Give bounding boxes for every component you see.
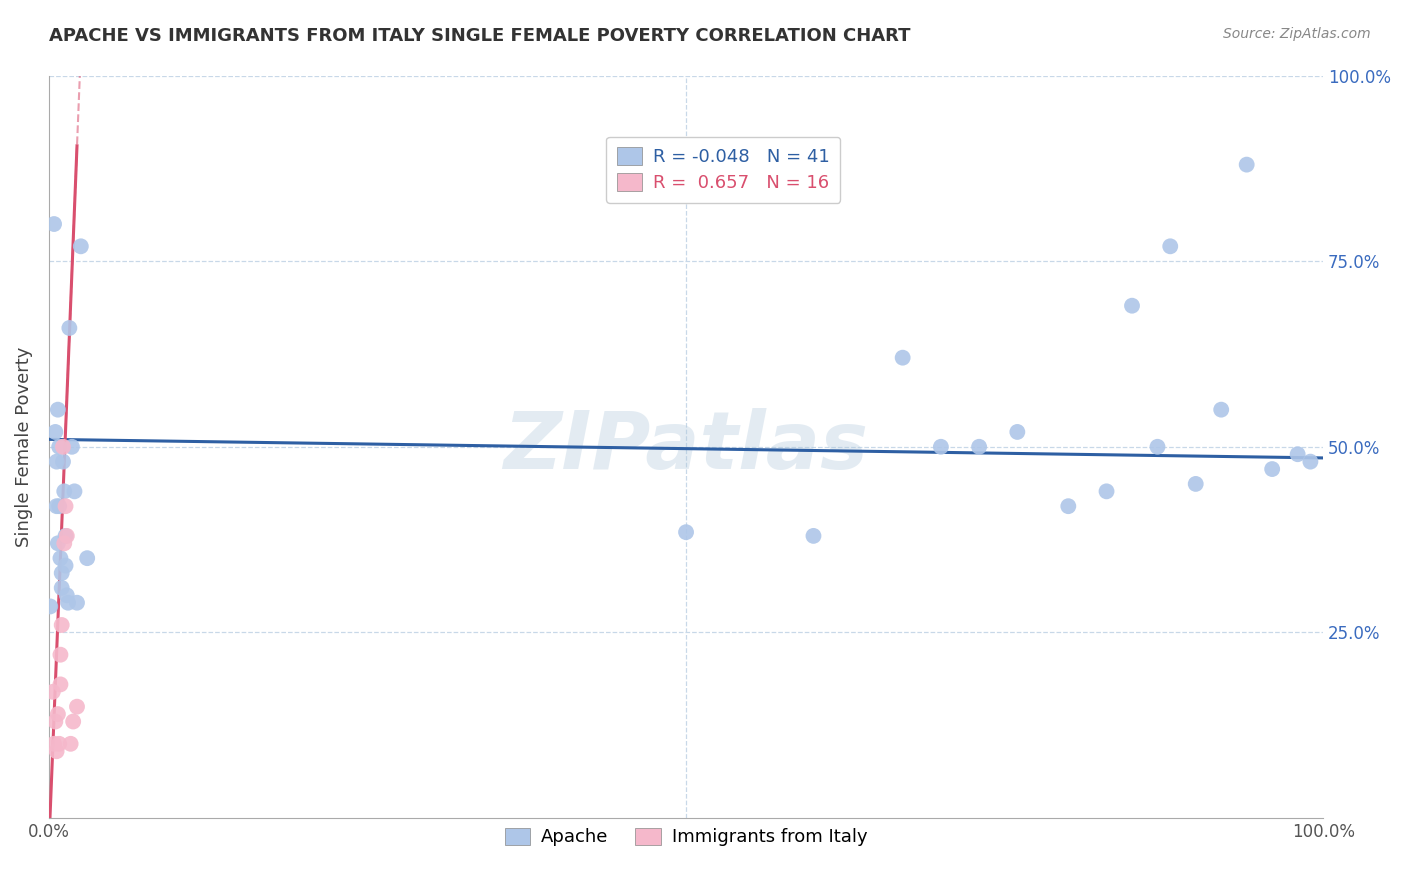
Y-axis label: Single Female Poverty: Single Female Poverty — [15, 347, 32, 547]
Point — [1121, 299, 1143, 313]
Text: APACHE VS IMMIGRANTS FROM ITALY SINGLE FEMALE POVERTY CORRELATION CHART: APACHE VS IMMIGRANTS FROM ITALY SINGLE F… — [49, 27, 911, 45]
Point — [76, 551, 98, 566]
Point — [1146, 440, 1168, 454]
Point — [51, 618, 73, 632]
Point — [1007, 425, 1029, 439]
Point — [46, 536, 69, 550]
Point — [56, 596, 79, 610]
Point — [63, 484, 86, 499]
Point — [44, 714, 66, 729]
Point — [56, 529, 79, 543]
Point — [48, 440, 70, 454]
Point — [1286, 447, 1309, 461]
Point — [69, 239, 91, 253]
Point — [1236, 158, 1258, 172]
Point — [803, 529, 825, 543]
Point — [1095, 484, 1118, 499]
Point — [60, 440, 83, 454]
Point — [53, 536, 76, 550]
Point — [929, 440, 952, 454]
Point — [49, 648, 72, 662]
Point — [55, 499, 77, 513]
Point — [59, 737, 82, 751]
Point — [56, 588, 79, 602]
Point — [1211, 402, 1233, 417]
Point — [55, 558, 77, 573]
Point — [1261, 462, 1284, 476]
Point — [675, 525, 697, 540]
Point — [42, 737, 65, 751]
Text: ZIPatlas: ZIPatlas — [503, 408, 869, 486]
Point — [967, 440, 990, 454]
Point — [52, 440, 75, 454]
Point — [55, 529, 77, 543]
Point — [45, 499, 67, 513]
Point — [45, 455, 67, 469]
Text: Source: ZipAtlas.com: Source: ZipAtlas.com — [1223, 27, 1371, 41]
Point — [48, 499, 70, 513]
Point — [1057, 499, 1080, 513]
Point — [66, 596, 89, 610]
Point — [62, 714, 84, 729]
Point — [51, 566, 73, 580]
Point — [1299, 455, 1322, 469]
Point — [44, 425, 66, 439]
Point — [46, 707, 69, 722]
Point — [66, 699, 89, 714]
Point — [45, 744, 67, 758]
Point — [53, 484, 76, 499]
Point — [1184, 477, 1206, 491]
Point — [42, 217, 65, 231]
Point — [49, 551, 72, 566]
Legend: Apache, Immigrants from Italy: Apache, Immigrants from Italy — [498, 821, 875, 854]
Point — [52, 455, 75, 469]
Point — [39, 599, 62, 614]
Point — [46, 402, 69, 417]
Point — [42, 685, 65, 699]
Point — [49, 677, 72, 691]
Point — [58, 321, 80, 335]
Point — [891, 351, 914, 365]
Point — [48, 737, 70, 751]
Point — [1159, 239, 1181, 253]
Point — [51, 581, 73, 595]
